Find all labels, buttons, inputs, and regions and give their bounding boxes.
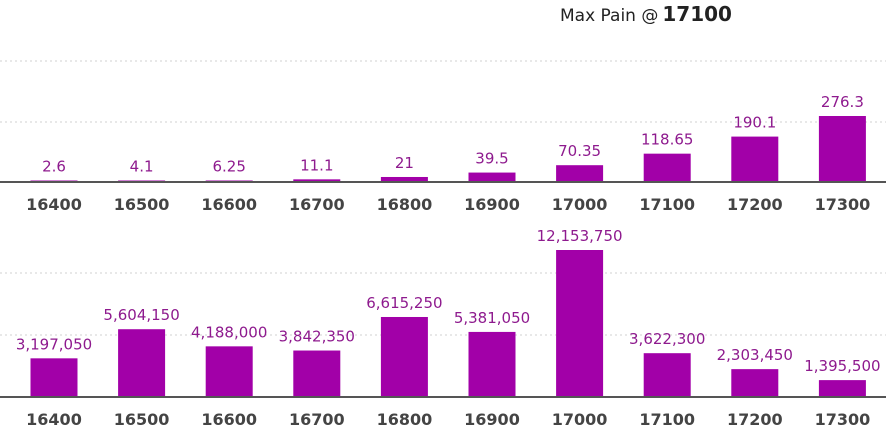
bar-value-label: 6.25 [212,158,245,176]
x-tick-label: 16600 [201,195,257,214]
x-tick-label: 16600 [201,410,257,429]
bar-value-label: 3,197,050 [16,335,92,353]
bar-value-label: 5,604,150 [103,306,179,324]
bar-value-label: 39.5 [475,150,508,168]
bar-value-label: 1,395,500 [804,357,880,375]
max-pain-label: Max Pain @ [560,6,659,26]
max-pain-strike: 17100 [662,2,732,26]
bar-value-label: 12,153,750 [537,227,623,245]
x-tick-label: 16900 [464,195,520,214]
bar-16500 [118,329,166,397]
bar-17300 [818,116,866,182]
bar-value-label: 276.3 [821,93,864,111]
pain-value-bar-chart: 3,197,050 16400 5,604,150 16500 4,188,000 166… [0,227,886,429]
bar-value-label: 11.1 [300,156,333,174]
x-tick-label: 16400 [26,195,82,214]
x-tick-label: 17300 [815,195,871,214]
bar-17000 [556,165,604,182]
premium-bar-chart: 2.6 16400 4.1 16500 6.25 16600 11.1 16700 21 1680… [0,60,886,214]
x-tick-label: 16800 [377,410,433,429]
bar-value-label: 3,842,350 [279,328,355,346]
bar-value-label: 6,615,250 [366,294,442,312]
bar-16800 [380,316,428,397]
bar-17100 [643,353,691,397]
bar-17300 [818,380,866,397]
x-tick-label: 16700 [289,410,345,429]
bar-16700 [293,350,341,397]
x-tick-label: 17000 [552,195,608,214]
max-pain-header: Max Pain @17100 [560,2,732,30]
bar-value-label: 4.1 [130,158,154,176]
x-tick-label: 16700 [289,195,345,214]
bar-16600 [205,346,253,397]
bar-value-label: 3,622,300 [629,330,705,348]
x-tick-label: 17200 [727,195,783,214]
bar-16400 [30,358,78,397]
bar-value-label: 5,381,050 [454,309,530,327]
bar-16900 [468,331,516,397]
bar-17100 [643,153,691,182]
x-tick-label: 16500 [114,195,170,214]
x-tick-label: 16400 [26,410,82,429]
x-tick-label: 16800 [377,195,433,214]
x-tick-label: 17100 [639,195,695,214]
bar-value-label: 4,188,000 [191,323,267,341]
bar-value-label: 190.1 [733,114,776,132]
bar-value-label: 2,303,450 [717,346,793,364]
bar-17200 [731,136,779,182]
x-tick-label: 17100 [639,410,695,429]
bar-value-label: 21 [395,154,414,172]
x-tick-label: 17300 [815,410,871,429]
bar-value-label: 70.35 [558,142,601,160]
bar-16800 [380,176,428,182]
bar-16900 [468,172,516,182]
x-tick-label: 16500 [114,410,170,429]
bar-value-label: 118.65 [641,131,694,149]
bar-17000 [556,250,604,397]
bar-17200 [731,369,779,397]
x-tick-label: 17000 [552,410,608,429]
x-tick-label: 16900 [464,410,520,429]
bar-value-label: 2.6 [42,158,66,176]
x-tick-label: 17200 [727,410,783,429]
bar-16700 [293,179,341,182]
